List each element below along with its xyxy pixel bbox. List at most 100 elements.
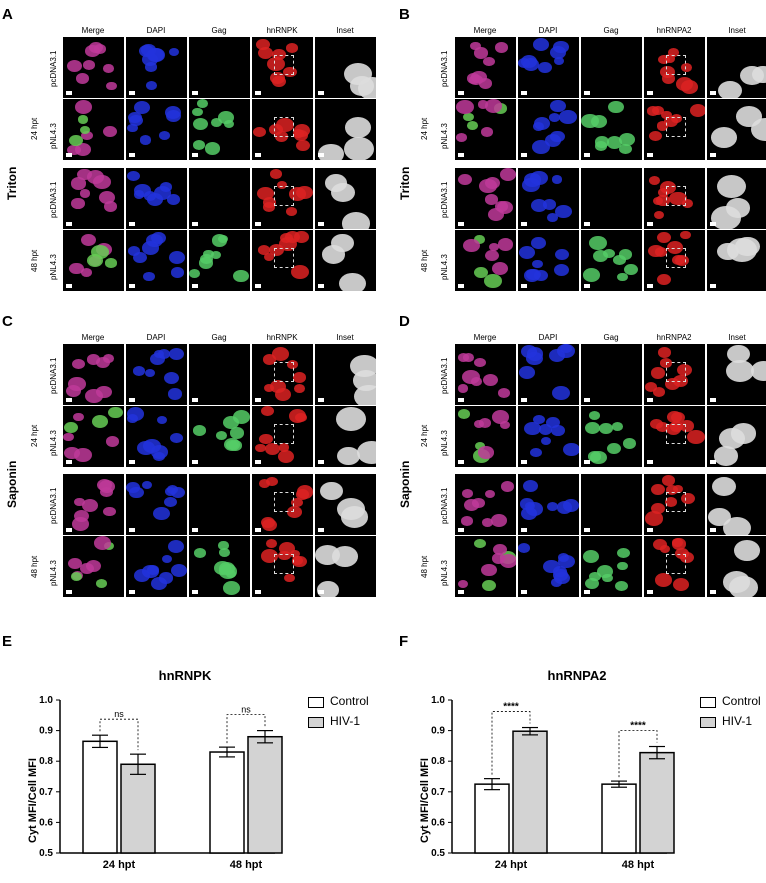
y-tick-label: 1.0 xyxy=(431,695,445,706)
micrograph-merge xyxy=(63,230,124,291)
significance-label: **** xyxy=(503,702,519,713)
column-header: Inset xyxy=(728,333,746,342)
micrograph-inset xyxy=(707,99,766,160)
micrograph-gag xyxy=(189,99,250,160)
micrograph-inset xyxy=(315,344,376,405)
micrograph-inset xyxy=(707,37,766,98)
timepoint-label: 24 hpt xyxy=(420,424,429,447)
micrograph-gag xyxy=(581,99,642,160)
column-header: Merge xyxy=(473,333,497,342)
micrograph-merge xyxy=(63,37,124,98)
permeabilization-label: Triton xyxy=(5,166,19,200)
plasmid-label: pcDNA3.1 xyxy=(49,487,58,524)
micrograph-gag xyxy=(581,168,642,229)
micrograph-gag xyxy=(189,344,250,405)
column-header: Inset xyxy=(336,26,354,35)
significance-label: **** xyxy=(630,721,646,732)
x-tick-label: 48 hpt xyxy=(622,859,655,871)
y-axis-label: Cyt MFI/Cell MFI xyxy=(419,758,431,843)
micrograph-hnrnpa2 xyxy=(644,536,705,597)
column-header: hnRNPA2 xyxy=(656,333,692,342)
column-header: Gag xyxy=(603,26,619,35)
micrograph-gag xyxy=(189,37,250,98)
timepoint-label: 24 hpt xyxy=(30,117,39,140)
micrograph-hnrnpa2 xyxy=(644,344,705,405)
plasmid-label: pcDNA3.1 xyxy=(49,357,58,394)
plasmid-label: pNL4.3 xyxy=(440,123,449,149)
plasmid-label: pcDNA3.1 xyxy=(49,181,58,218)
micrograph-inset xyxy=(315,168,376,229)
legend-label: Control xyxy=(722,694,761,708)
micrograph-gag xyxy=(581,474,642,535)
column-header: DAPI xyxy=(146,26,166,35)
y-tick-label: 0.6 xyxy=(39,817,53,828)
micrograph-hnrnpk xyxy=(252,406,313,467)
micrograph-inset xyxy=(315,99,376,160)
micrograph-inset xyxy=(315,406,376,467)
micrograph-merge xyxy=(455,406,516,467)
micrograph-hnrnpa2 xyxy=(644,37,705,98)
micrograph-dapi xyxy=(518,406,579,467)
micrograph-inset xyxy=(707,406,766,467)
micrograph-hnrnpa2 xyxy=(644,406,705,467)
micrograph-gag xyxy=(581,230,642,291)
micrograph-merge xyxy=(455,37,516,98)
micrograph-dapi xyxy=(518,344,579,405)
significance-bracket xyxy=(99,718,139,751)
column-header: Gag xyxy=(603,333,619,342)
y-tick-label: 0.5 xyxy=(39,848,53,859)
micrograph-inset xyxy=(707,168,766,229)
column-header: DAPI xyxy=(538,26,558,35)
x-tick-label: 48 hpt xyxy=(230,859,263,871)
y-tick-label: 0.8 xyxy=(431,756,445,767)
y-axis-label: Cyt MFI/Cell MFI xyxy=(27,758,39,843)
micrograph-hnrnpk xyxy=(252,344,313,405)
legend-swatch xyxy=(308,717,324,728)
panel-label-F: F xyxy=(399,633,409,650)
column-header: Gag xyxy=(211,26,227,35)
micrograph-dapi xyxy=(518,37,579,98)
micrograph-merge xyxy=(63,536,124,597)
micrograph-merge xyxy=(63,168,124,229)
significance-bracket xyxy=(226,714,266,744)
micrograph-dapi xyxy=(126,168,187,229)
micrograph-hnrnpk xyxy=(252,99,313,160)
bar-chart: 0.5 0.6 0.7 0.8 0.9 1.0 24 hpt **** 48 hpt **** xyxy=(431,695,675,871)
micrograph-inset xyxy=(315,230,376,291)
micrograph-gag xyxy=(189,406,250,467)
micrograph-inset xyxy=(315,474,376,535)
micrograph-dapi xyxy=(518,168,579,229)
bar-hiv-1 xyxy=(120,763,156,854)
micrograph-gag xyxy=(189,168,250,229)
column-header: Merge xyxy=(81,333,105,342)
plasmid-label: pcDNA3.1 xyxy=(440,181,449,218)
bar-hiv-1 xyxy=(639,751,675,854)
micrograph-hnrnpa2 xyxy=(644,230,705,291)
micrograph-dapi xyxy=(126,536,187,597)
micrograph-dapi xyxy=(126,474,187,535)
plasmid-label: pNL4.3 xyxy=(49,430,58,456)
micrograph-inset xyxy=(707,474,766,535)
micrograph-hnrnpa2 xyxy=(644,99,705,160)
y-tick-label: 0.9 xyxy=(431,726,445,737)
micrograph-gag xyxy=(189,230,250,291)
column-header: Merge xyxy=(81,26,105,35)
micrograph-inset xyxy=(315,37,376,98)
y-tick-label: 0.5 xyxy=(431,848,445,859)
y-tick-label: 0.7 xyxy=(39,787,53,798)
x-tick-label: 24 hpt xyxy=(103,859,136,871)
timepoint-label: 48 hpt xyxy=(30,249,39,272)
timepoint-label: 48 hpt xyxy=(420,249,429,272)
column-header: Gag xyxy=(211,333,227,342)
micrograph-gag xyxy=(581,406,642,467)
micrograph-hnrnpk xyxy=(252,230,313,291)
micrograph-merge xyxy=(455,474,516,535)
panel-label-A: A xyxy=(2,6,13,23)
micrograph-dapi xyxy=(126,230,187,291)
bar-chart: 0.5 0.6 0.7 0.8 0.9 1.0 24 hpt ns 48 hpt ns xyxy=(39,695,283,871)
legend-swatch xyxy=(308,697,324,708)
bar-hiv-1 xyxy=(512,730,548,854)
bar-hiv-1 xyxy=(247,735,283,854)
significance-label: ns xyxy=(241,705,251,715)
micrograph-inset xyxy=(707,230,766,291)
